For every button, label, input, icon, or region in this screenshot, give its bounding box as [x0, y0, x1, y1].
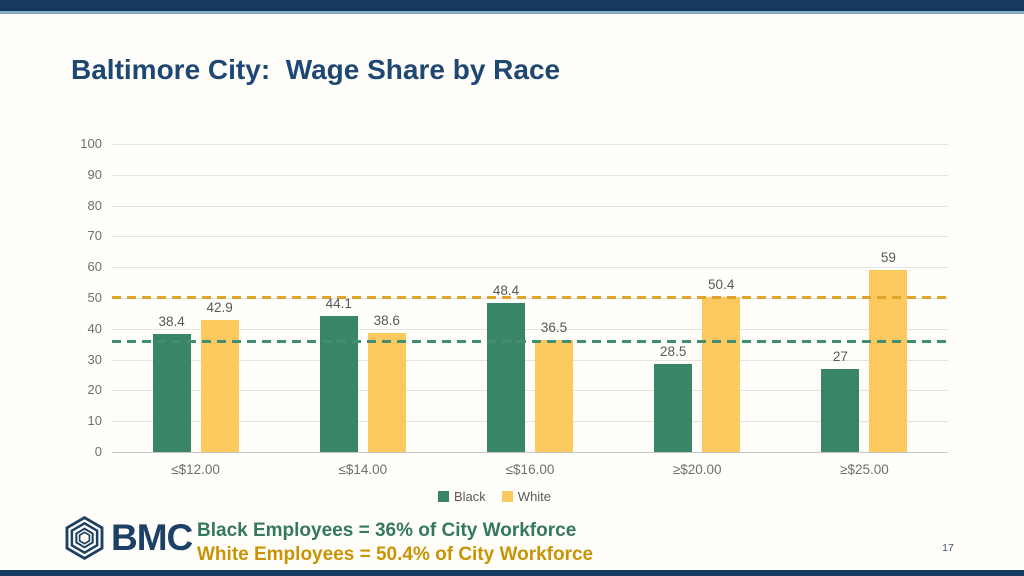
page-number: 17 — [942, 542, 954, 554]
gridline-70 — [112, 236, 948, 238]
y-tick-label-70: 70 — [87, 228, 102, 244]
bar-white-5 — [869, 270, 908, 452]
bar-value-label-white-1: 42.9 — [206, 299, 233, 315]
y-tick-label-10: 10 — [87, 413, 102, 429]
bar-value-label-black-5: 27 — [832, 348, 848, 364]
footer-black-workforce-share: Black Employees = 36% of City Workforce — [197, 520, 577, 541]
bmc-hexagon-icon — [65, 516, 104, 560]
x-axis-label-3: ≤$16.00 — [505, 462, 555, 477]
gridline-30 — [112, 359, 948, 361]
legend-item-white: White — [501, 489, 552, 504]
gridline-10 — [112, 421, 948, 423]
reference-line-1 — [112, 340, 948, 344]
legend-swatch-white — [501, 491, 513, 502]
bar-value-label-white-5: 59 — [880, 250, 896, 266]
bar-value-label-white-2: 38.6 — [373, 313, 400, 329]
legend-swatch-black — [438, 491, 449, 502]
gridline-100 — [112, 144, 948, 145]
bar-black-4 — [654, 364, 693, 452]
bar-black-5 — [821, 368, 860, 452]
y-tick-label-50: 50 — [87, 290, 102, 305]
bottom-accent-bar — [0, 570, 1024, 576]
top-accent-line — [0, 11, 1024, 14]
bar-white-3 — [535, 339, 573, 452]
bar-value-label-black-1: 38.4 — [158, 313, 185, 329]
bar-black-3 — [487, 302, 525, 452]
y-tick-label-0: 0 — [94, 444, 102, 459]
y-tick-label-20: 20 — [87, 382, 102, 398]
x-axis-label-1: ≤$12.00 — [171, 462, 220, 477]
gridline-40 — [112, 328, 948, 330]
x-axis-label-2: ≤$14.00 — [338, 462, 388, 477]
x-axis-label-4: ≥$20.00 — [672, 462, 722, 477]
bar-value-label-white-3: 36.5 — [540, 319, 568, 335]
bar-value-label-black-4: 28.5 — [660, 344, 687, 360]
bar-black-2 — [319, 316, 358, 452]
top-accent-bar — [0, 0, 1024, 11]
gridline-0 — [112, 452, 948, 453]
gridline-90 — [112, 174, 948, 176]
reference-line-2 — [112, 295, 948, 299]
bar-value-label-white-4: 50.4 — [708, 276, 735, 292]
y-tick-label-90: 90 — [87, 166, 102, 182]
gridline-60 — [112, 267, 948, 269]
bar-white-4 — [702, 296, 741, 452]
x-axis-label-5: ≥$25.00 — [840, 462, 889, 477]
bar-value-label-black-2: 44.1 — [325, 296, 352, 312]
y-tick-label-80: 80 — [87, 197, 102, 213]
y-tick-label-40: 40 — [87, 320, 102, 336]
page-title: Baltimore City: Wage Share by Race — [71, 54, 561, 85]
bmc-logo: BMC — [64, 516, 193, 560]
bar-value-label-black-3: 48.4 — [492, 282, 520, 298]
bmc-logo-text: BMC — [111, 517, 193, 558]
footer-white-workforce-share: White Employees = 50.4% of City Workforc… — [197, 544, 594, 565]
bar-black-1 — [152, 333, 191, 452]
y-tick-label-60: 60 — [87, 259, 102, 275]
gridline-20 — [112, 390, 948, 392]
y-tick-label-30: 30 — [87, 351, 102, 367]
legend: Black White — [438, 489, 551, 504]
legend-label-white: White — [517, 489, 552, 504]
legend-item-black: Black — [438, 489, 486, 504]
gridline-80 — [112, 205, 948, 207]
legend-label-black: Black — [454, 489, 486, 504]
bar-white-2 — [367, 333, 406, 452]
y-tick-label-100: 100 — [80, 136, 102, 151]
